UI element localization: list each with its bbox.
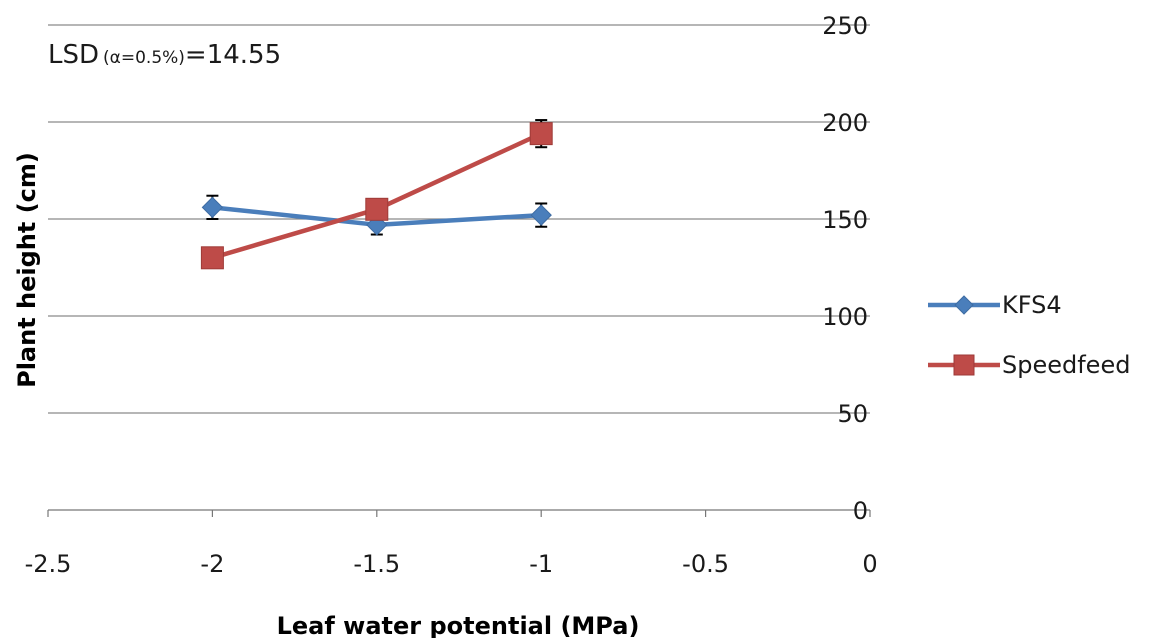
legend-item-kfs4: KFS4 xyxy=(928,291,1062,319)
x-tick-label: -1 xyxy=(529,550,553,578)
x-tick-label: -0.5 xyxy=(682,550,729,578)
x-axis-title: Leaf water potential (MPa) xyxy=(277,612,640,638)
series-kfs4 xyxy=(201,194,552,236)
legend-item-speedfeed: Speedfeed xyxy=(928,351,1130,379)
data-point xyxy=(529,122,553,146)
y-tick-label: 50 xyxy=(837,400,868,428)
data-point xyxy=(365,197,389,221)
x-tick-label: -2 xyxy=(200,550,224,578)
series-speedfeed xyxy=(200,119,553,270)
y-tick-label: 150 xyxy=(822,206,868,234)
legend-marker xyxy=(953,354,975,376)
data-point xyxy=(530,204,552,226)
y-tick-labels: 0 50 100 150 200 250 xyxy=(822,12,868,525)
legend: KFS4 Speedfeed xyxy=(928,291,1130,379)
series-line xyxy=(211,131,543,260)
y-tick-label: 250 xyxy=(822,12,868,40)
series-layer xyxy=(200,119,553,270)
x-tick-label: -2.5 xyxy=(25,550,72,578)
y-tick-label: 0 xyxy=(853,497,868,525)
gridlines xyxy=(47,24,871,517)
x-tick-label: 0 xyxy=(862,550,877,578)
y-tick-label: 200 xyxy=(822,109,868,137)
x-tick-label: -1.5 xyxy=(353,550,400,578)
data-point xyxy=(201,196,224,219)
legend-label: KFS4 xyxy=(1002,291,1062,319)
legend-marker xyxy=(954,295,974,315)
y-tick-label: 100 xyxy=(822,303,868,331)
data-point xyxy=(200,246,224,270)
lsd-annotation: LSD (α=0.5%)=14.55 xyxy=(48,40,281,70)
legend-label: Speedfeed xyxy=(1002,351,1130,379)
x-tick-labels: -2.5 -2 -1.5 -1 -0.5 0 xyxy=(25,550,878,578)
y-axis-title: Plant height (cm) xyxy=(13,152,41,388)
